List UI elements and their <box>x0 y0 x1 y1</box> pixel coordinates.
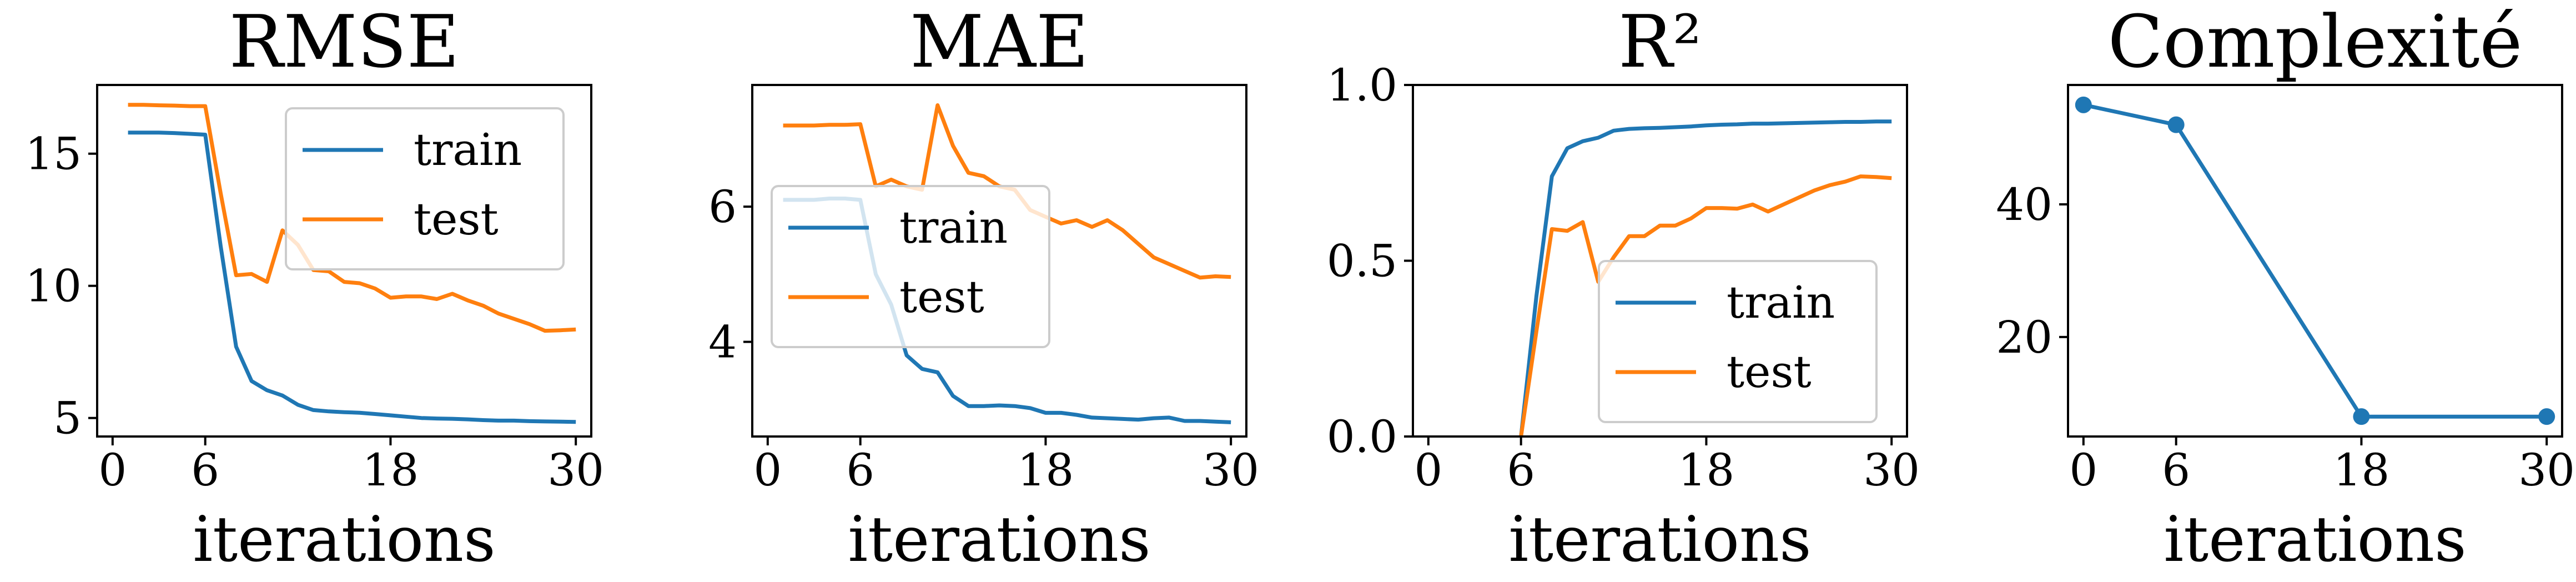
data-point <box>2353 408 2370 425</box>
x-tick-label: 0 <box>98 444 127 496</box>
x-axis-label: iterations <box>1508 504 1811 576</box>
axes-frame <box>96 84 592 438</box>
x-tick-label: 6 <box>2162 444 2190 496</box>
x-tick-label: 0 <box>2069 444 2097 496</box>
legend: train test <box>285 107 565 270</box>
x-tick-label: 30 <box>1863 444 1920 496</box>
x-tick-label: 0 <box>753 444 782 496</box>
y-tick-label: 5 <box>53 393 82 444</box>
x-axis-label: iterations <box>848 504 1150 576</box>
data-point <box>2167 116 2185 133</box>
y-tick-label: 15 <box>25 128 82 180</box>
legend: train test <box>771 185 1050 348</box>
axes-frame <box>751 84 1247 438</box>
x-tick-label: 18 <box>363 444 419 496</box>
series-line-test <box>1519 174 1892 436</box>
x-axis-label: iterations <box>2164 504 2466 576</box>
subplot-title: R² <box>1618 0 1702 84</box>
series-line-train <box>1519 119 1892 436</box>
legend-label-test: test <box>414 193 499 245</box>
x-tick-label: 18 <box>1678 444 1735 496</box>
subplot-3: R² 0 6 18 30 0.0 0.5 1.0 iterations train test <box>1327 0 1920 576</box>
y-tick-label: 0.5 <box>1327 235 1397 287</box>
y-tick-label: 1.0 <box>1327 59 1397 111</box>
series-line-line <box>2083 103 2547 419</box>
x-tick-label: 6 <box>846 444 874 496</box>
subplot-1: RMSE 0 6 18 30 5 10 15 iterations train test <box>25 0 604 576</box>
legend-label-test: test <box>899 271 984 323</box>
y-tick-label: 4 <box>708 317 737 368</box>
legend-label-train: train <box>899 202 1008 253</box>
series-line-test <box>128 103 576 333</box>
series-line-train <box>128 131 576 424</box>
x-tick-label: 6 <box>191 444 219 496</box>
data-point <box>2538 408 2555 425</box>
axes-frame <box>2067 84 2563 438</box>
y-tick-label: 10 <box>25 260 82 312</box>
subplot-title: MAE <box>910 0 1089 84</box>
x-tick-label: 18 <box>1018 444 1074 496</box>
x-tick-label: 30 <box>547 444 604 496</box>
data-point <box>2075 96 2092 113</box>
legend-label-train: train <box>414 124 522 175</box>
x-axis-label: iterations <box>193 504 495 576</box>
x-tick-label: 0 <box>1414 444 1442 496</box>
x-tick-label: 30 <box>1203 444 1259 496</box>
x-tick-label: 6 <box>1507 444 1535 496</box>
legend-label-test: test <box>1727 346 1812 398</box>
y-tick-label: 0.0 <box>1327 411 1397 463</box>
subplot-2: MAE 0 6 18 30 4 6 iterations train test <box>708 0 1259 576</box>
y-tick-label: 40 <box>1996 179 2052 230</box>
legend-label-train: train <box>1727 277 1835 328</box>
y-tick-label: 6 <box>708 181 737 233</box>
subplot-title: Complexité <box>2108 0 2523 84</box>
legend: train test <box>1598 260 1878 423</box>
x-tick-label: 18 <box>2333 444 2390 496</box>
y-tick-label: 20 <box>1996 312 2052 363</box>
subplot-4: Complexité 0 6 18 30 20 40 iterations <box>1996 0 2575 576</box>
subplot-title: RMSE <box>229 0 460 84</box>
x-tick-label: 30 <box>2518 444 2575 496</box>
